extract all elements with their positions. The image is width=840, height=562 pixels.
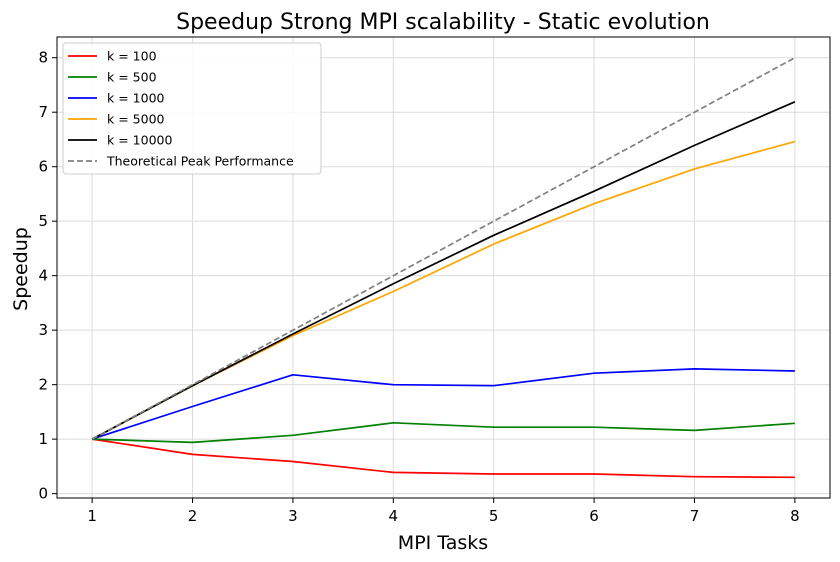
legend-label: k = 1000 (107, 91, 165, 106)
grid (57, 37, 830, 498)
x-tick-label: 7 (690, 507, 700, 525)
x-tick-label: 4 (389, 507, 399, 525)
series-line-1 (92, 421, 795, 444)
y-tick-label: 2 (38, 376, 48, 394)
series-line-5 (91, 56, 796, 440)
series-line-0 (91, 438, 795, 479)
series-line-4 (91, 101, 796, 440)
y-tick-label: 5 (38, 212, 48, 230)
legend-label: k = 500 (107, 70, 157, 85)
x-tick-label: 3 (288, 507, 298, 525)
x-tick-label: 6 (589, 507, 599, 525)
y-axis-label: Speedup (10, 227, 32, 311)
legend-label: k = 5000 (107, 112, 165, 127)
y-tick-label: 0 (38, 485, 48, 503)
chart-title: Speedup Strong MPI scalability - Static … (176, 10, 710, 35)
legend-box (62, 42, 322, 175)
axis-ticks: 1 2 3 4 5 6 7 8 0 1 2 3 4 5 6 7 8 (38, 49, 799, 525)
y-tick-label: 7 (38, 103, 48, 121)
y-tick-label: 3 (38, 321, 48, 339)
legend-label: k = 100 (107, 49, 157, 64)
x-axis-label: MPI Tasks (398, 532, 488, 554)
x-tick-label: 2 (188, 507, 198, 525)
plot-area-frame (56, 36, 831, 499)
legend: k = 100 k = 500 k = 1000 k = 5000 k = 10000 T… (62, 42, 322, 175)
legend-label: Theoretical Peak Performance (106, 154, 294, 169)
x-tick-label: 5 (489, 507, 499, 525)
y-tick-label: 4 (38, 267, 48, 285)
series-line-3 (91, 140, 796, 440)
plot-lines (91, 56, 796, 479)
x-tick-label: 8 (790, 507, 800, 525)
x-tick-label: 1 (87, 507, 97, 525)
y-tick-label: 1 (38, 430, 48, 448)
series-line-2 (91, 368, 795, 440)
legend-label: k = 10000 (107, 133, 172, 148)
y-tick-label: 8 (38, 49, 48, 67)
y-tick-label: 6 (38, 158, 48, 176)
